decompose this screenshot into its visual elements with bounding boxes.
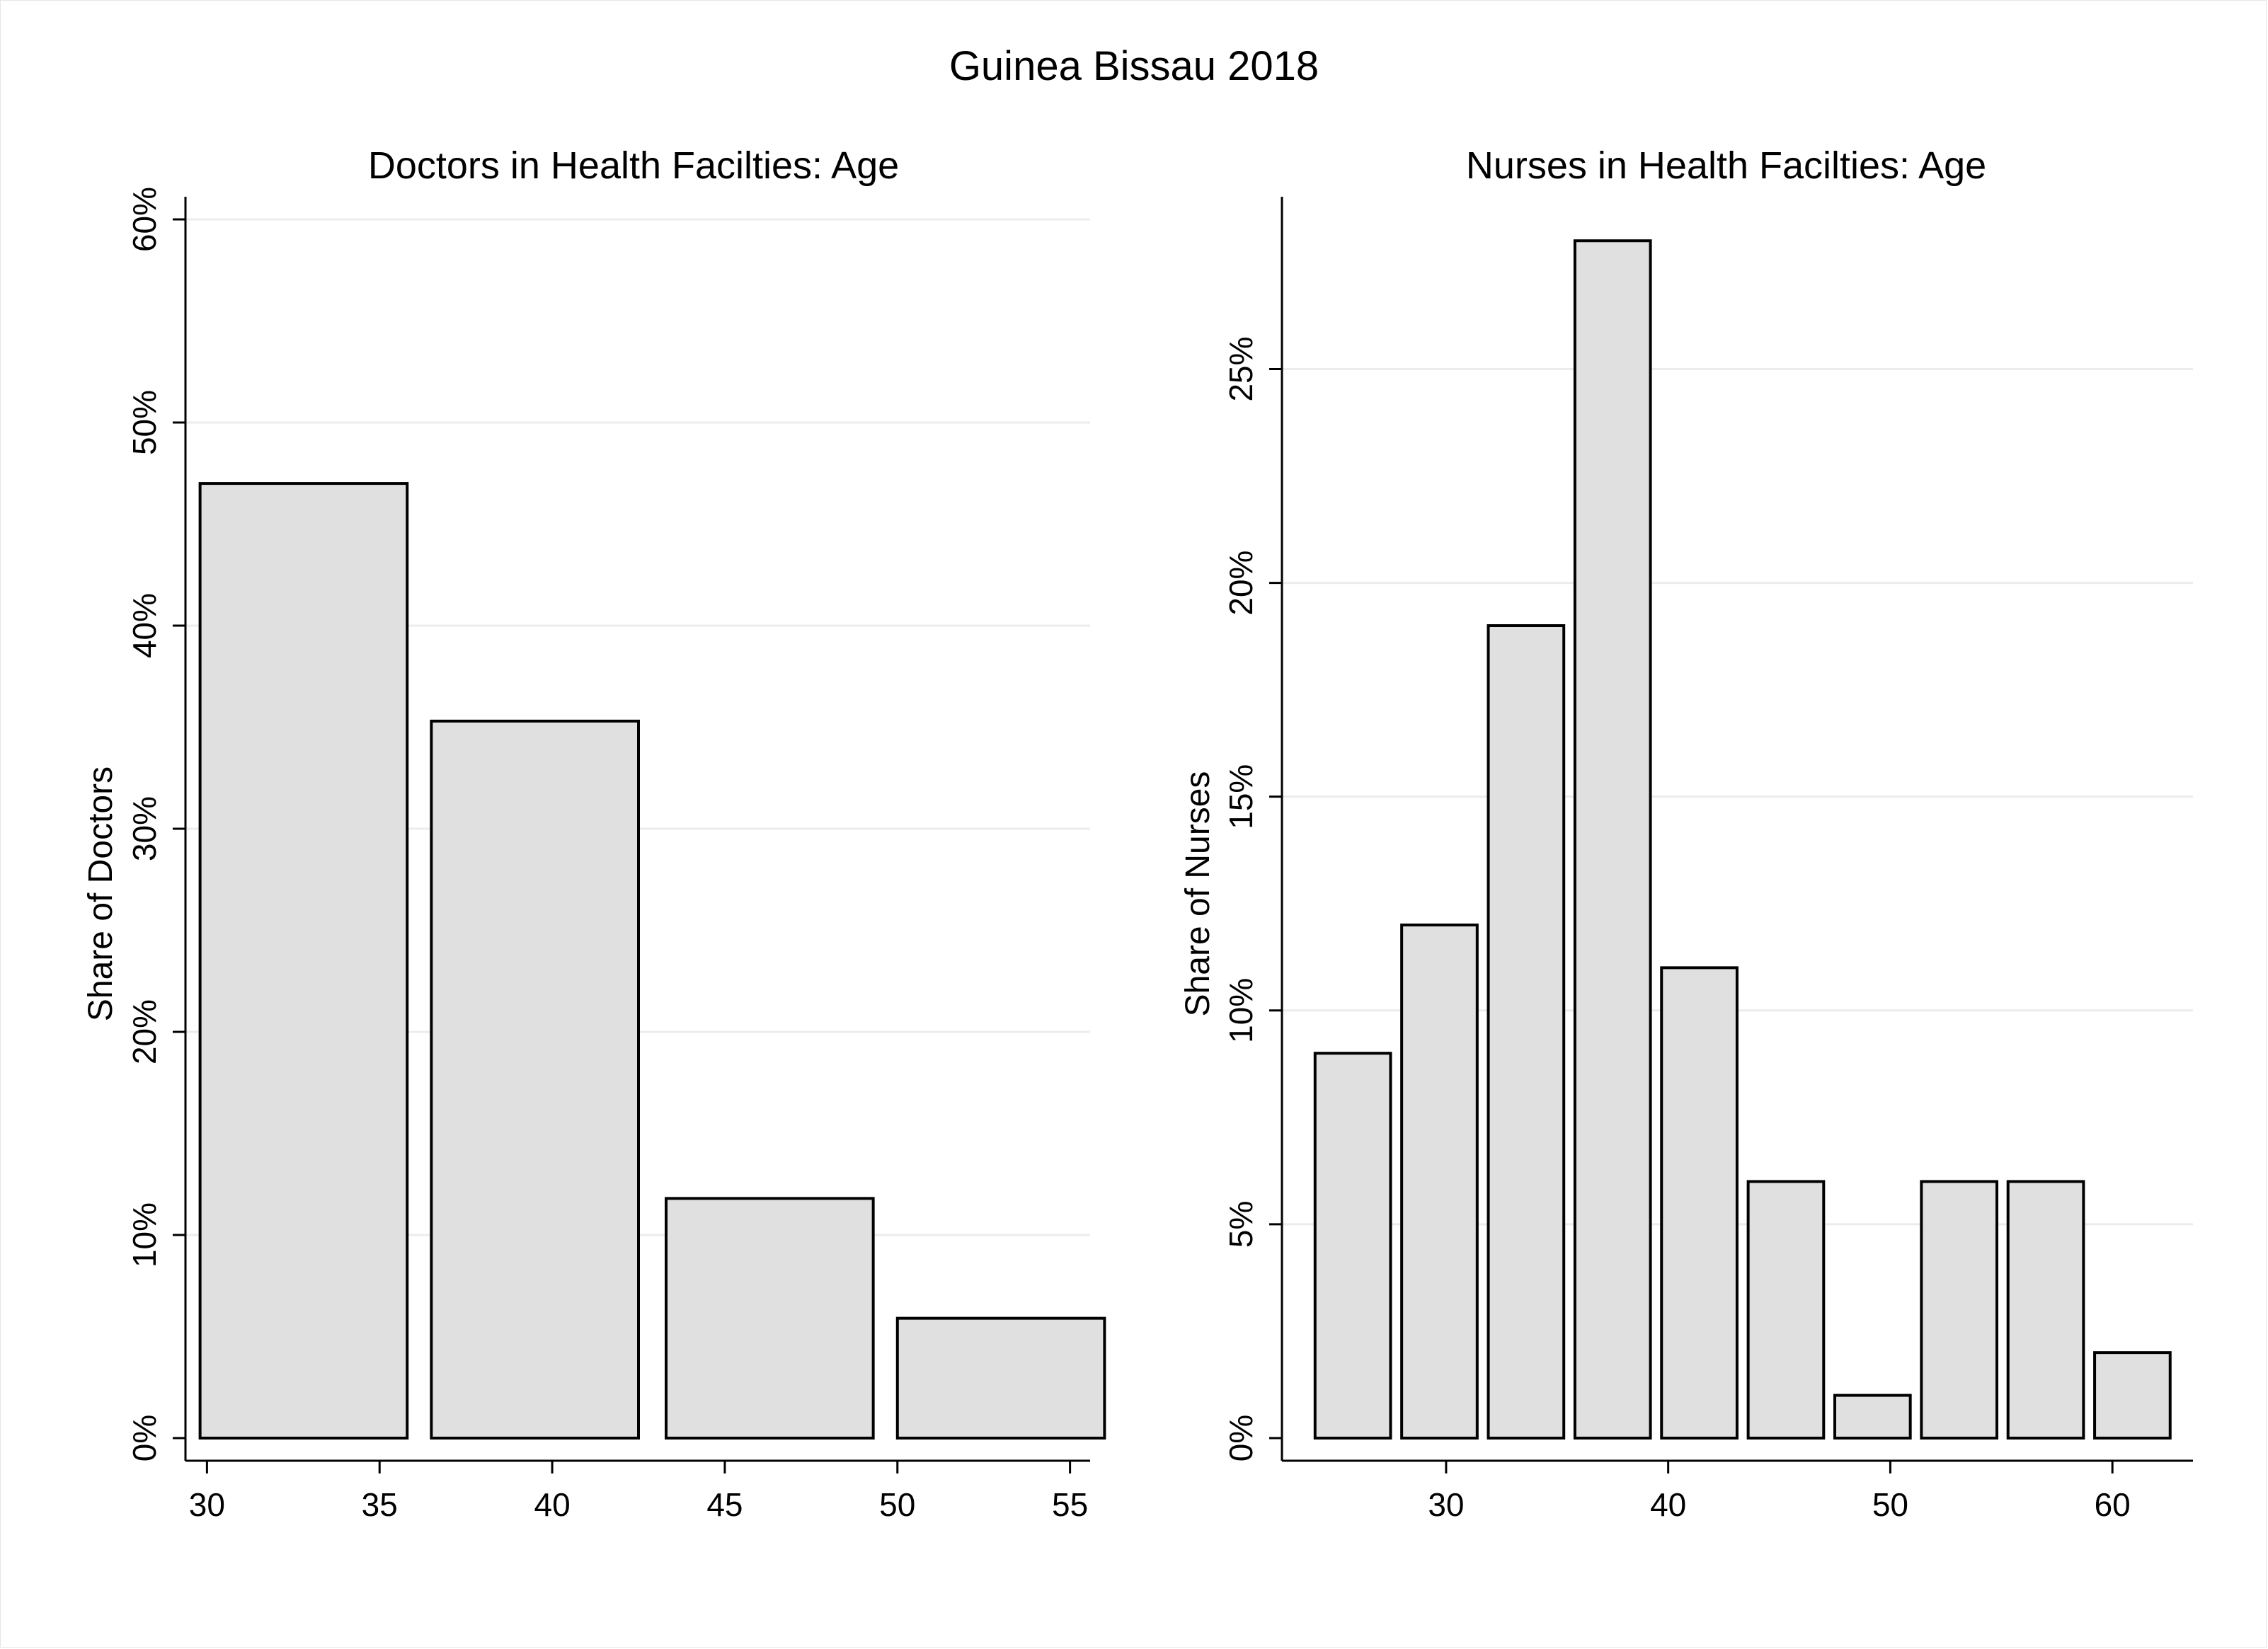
nurses-bar — [1660, 966, 1739, 1440]
doctors-bar — [430, 719, 641, 1440]
nurses-bar — [1746, 1180, 1826, 1440]
doctors-x-tick-label: 30 — [189, 1486, 225, 1523]
doctors-y-tick-label: 0% — [126, 1415, 163, 1461]
nurses-x-tick-label: 50 — [1872, 1486, 1908, 1523]
doctors-x-tick-label: 50 — [879, 1486, 915, 1523]
nurses-y-tick-label: 15% — [1222, 764, 1259, 829]
nurses-bar — [1920, 1180, 1999, 1440]
nurses-y-axis-label: Share of Nurses — [1179, 771, 1217, 1017]
doctors-x-tick-label: 55 — [1052, 1486, 1088, 1523]
doctors-x-tick-label: 35 — [362, 1486, 398, 1523]
nurses-bar — [1573, 239, 1652, 1440]
nurses-y-tick-label: 5% — [1222, 1201, 1259, 1248]
nurses-y-tick-label: 0% — [1222, 1415, 1259, 1461]
doctors-y-tick-label: 60% — [126, 187, 163, 252]
doctors-chart-title: Doctors in Health Facilties: Age — [368, 144, 899, 187]
nurses-x-tick-label: 40 — [1650, 1486, 1686, 1523]
doctors-x-tick-label: 45 — [706, 1486, 743, 1523]
nurses-y-tick-label: 20% — [1222, 551, 1259, 616]
nurses-x-tick-label: 30 — [1428, 1486, 1464, 1523]
nurses-chart-title: Nurses in Health Facilties: Age — [1466, 144, 1986, 187]
nurses-y-tick-label: 10% — [1222, 978, 1259, 1043]
nurses-bar — [1833, 1394, 1912, 1440]
doctors-bar — [895, 1316, 1106, 1440]
nurses-bar — [1313, 1052, 1392, 1440]
nurses-bar — [1487, 624, 1566, 1440]
nurses-x-tick-label: 60 — [2095, 1486, 2131, 1523]
nurses-bar — [2006, 1180, 2085, 1440]
doctors-bar — [665, 1197, 875, 1440]
nurses-y-tick-label: 25% — [1222, 336, 1259, 401]
doctors-y-tick-label: 40% — [126, 593, 163, 658]
doctors-x-tick-label: 40 — [534, 1486, 570, 1523]
doctors-y-tick-label: 30% — [126, 796, 163, 861]
doctors-y-axis-label: Share of Doctors — [82, 766, 120, 1021]
nurses-bar — [1400, 923, 1479, 1440]
doctors-y-tick-label: 10% — [126, 1202, 163, 1268]
doctors-y-tick-label: 50% — [126, 390, 163, 455]
doctors-y-tick-label: 20% — [126, 999, 163, 1064]
figure-title: Guinea Bissau 2018 — [949, 43, 1319, 89]
nurses-bar — [2093, 1351, 2172, 1440]
doctors-bar — [198, 482, 409, 1440]
